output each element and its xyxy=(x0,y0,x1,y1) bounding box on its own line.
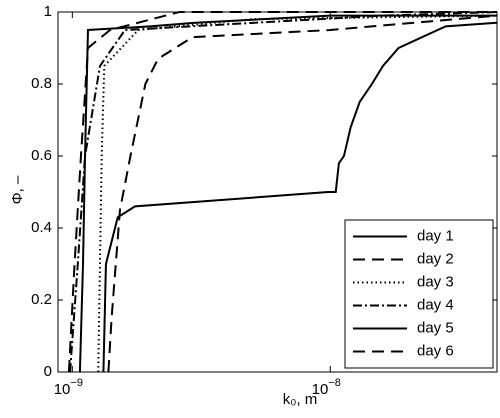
legend-label: day 6 xyxy=(417,342,454,359)
series-line xyxy=(97,14,498,373)
legend-label: day 2 xyxy=(417,250,454,267)
y-tick-label: 0.2 xyxy=(31,291,52,308)
y-tick-label: 0.4 xyxy=(31,219,52,236)
x-tick-label: 10−9 xyxy=(54,377,83,398)
series-line xyxy=(69,11,498,373)
x-tick-exponent: −8 xyxy=(328,377,341,389)
y-axis-label: Φ, – xyxy=(9,175,26,204)
x-tick-exponent: −9 xyxy=(70,377,83,389)
x-tick-base: 10 xyxy=(54,381,71,398)
legend-label: day 5 xyxy=(417,319,454,336)
y-tick-label: 1 xyxy=(44,3,52,20)
y-tick-label: 0.6 xyxy=(31,147,52,164)
series-line xyxy=(67,11,497,373)
x-axis-label: k₀, m xyxy=(283,391,318,408)
legend-label: day 1 xyxy=(417,227,454,244)
legend-label: day 3 xyxy=(417,273,454,290)
series-line xyxy=(107,14,498,373)
legend-box xyxy=(344,219,494,369)
y-tick-label: 0 xyxy=(44,363,52,380)
series-line xyxy=(102,21,498,373)
y-tick-label: 0.8 xyxy=(31,75,52,92)
x-tick-label: 10−8 xyxy=(312,377,341,398)
x-tick-base: 10 xyxy=(312,381,329,398)
legend-label: day 4 xyxy=(417,296,454,313)
